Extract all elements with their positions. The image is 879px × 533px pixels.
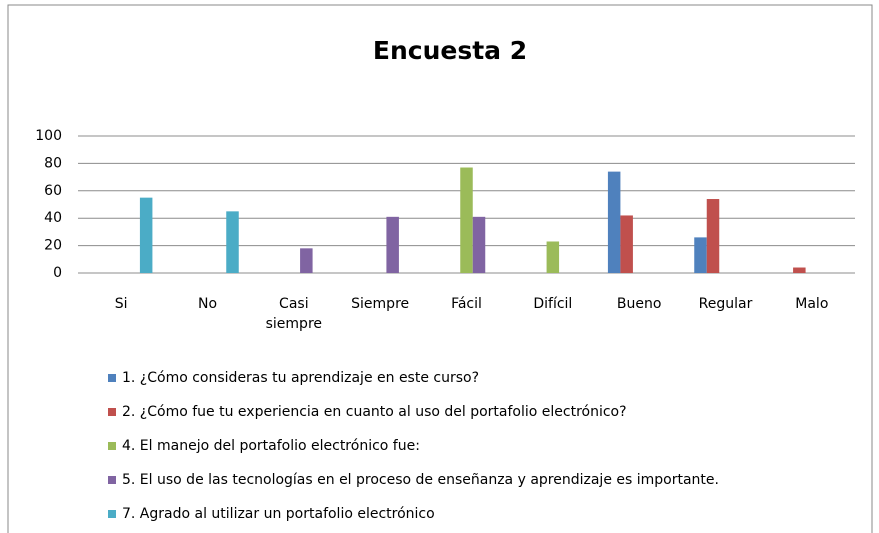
bar bbox=[706, 199, 720, 273]
x-tick-label: Regular bbox=[698, 296, 753, 312]
x-tick-label: Siempre bbox=[351, 296, 410, 312]
legend-label: 4. El manejo del portafolio electrónico … bbox=[122, 438, 420, 454]
bar bbox=[620, 215, 633, 273]
legend-swatch bbox=[108, 476, 116, 484]
x-tick-label: Fácil bbox=[451, 296, 482, 312]
y-tick-label: 40 bbox=[44, 210, 62, 226]
bar bbox=[460, 167, 473, 273]
legend-label: 7. Agrado al utilizar un portafolio elec… bbox=[122, 506, 435, 522]
x-tick-label: Bueno bbox=[616, 296, 662, 312]
legend-label: 5. El uso de las tecnologías en el proce… bbox=[122, 472, 719, 488]
bar bbox=[300, 248, 313, 273]
legend-swatch bbox=[108, 374, 116, 382]
x-tick-label: No bbox=[197, 296, 218, 312]
bar bbox=[694, 237, 707, 273]
y-tick-label: 0 bbox=[53, 265, 62, 281]
y-tick-label: 60 bbox=[44, 183, 62, 199]
legend-label: 1. ¿Cómo consideras tu aprendizaje en es… bbox=[122, 370, 479, 386]
bar bbox=[546, 241, 560, 273]
bar bbox=[226, 211, 239, 273]
x-tick-label: Malo bbox=[795, 296, 829, 312]
y-tick-label: 20 bbox=[44, 238, 62, 254]
x-tick-label: Difícil bbox=[533, 296, 573, 312]
y-tick-label: 100 bbox=[35, 128, 62, 144]
bar bbox=[472, 216, 486, 273]
legend-swatch bbox=[108, 408, 116, 416]
y-tick-label: 80 bbox=[44, 155, 62, 171]
x-tick-label: Si bbox=[114, 296, 128, 312]
bar bbox=[607, 171, 621, 273]
bar bbox=[793, 267, 806, 273]
bar bbox=[386, 216, 399, 273]
legend-swatch bbox=[108, 510, 116, 518]
chart-title: Encuesta 2 bbox=[373, 36, 527, 65]
legend-swatch bbox=[108, 442, 116, 450]
x-tick-label: Casi siempre bbox=[265, 296, 323, 332]
bar bbox=[139, 197, 153, 273]
legend-label: 2. ¿Cómo fue tu experiencia en cuanto al… bbox=[122, 404, 627, 420]
